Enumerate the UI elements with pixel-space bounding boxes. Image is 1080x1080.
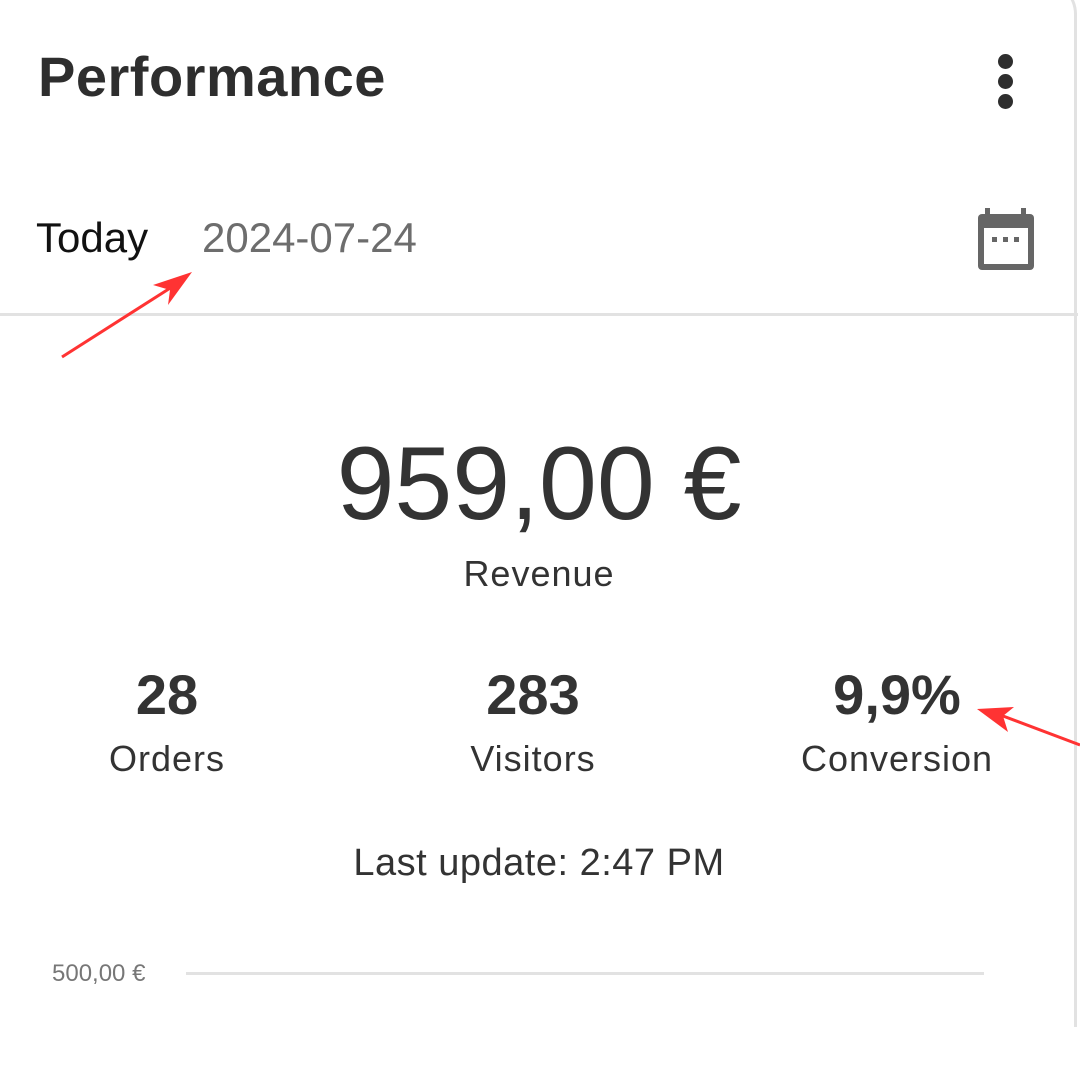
revenue-label: Revenue — [463, 553, 615, 594]
chart-gridline — [186, 972, 984, 975]
y-axis-tick: 500,00 € — [52, 960, 146, 987]
orders-value: 28 — [135, 663, 199, 726]
more-vert-icon[interactable] — [996, 54, 1016, 114]
visitors-label: Visitors — [470, 738, 596, 779]
annotation-arrow-conversion — [977, 707, 1080, 747]
orders-label: Orders — [108, 738, 226, 779]
annotation-arrow-date — [61, 272, 192, 359]
conversion-value: 9,9% — [833, 663, 961, 726]
last-update: Last update: 2:47 PM — [353, 842, 725, 884]
date-value[interactable]: 2024-07-24 — [202, 214, 417, 261]
visitors-value: 283 — [486, 663, 580, 726]
performance-card — [1074, 0, 1077, 1027]
page-title: Performance — [38, 45, 386, 108]
divider — [0, 313, 1078, 316]
conversion-label: Conversion — [800, 738, 994, 779]
revenue-value: 959,00 € — [336, 426, 742, 542]
period-label[interactable]: Today — [36, 214, 149, 261]
calendar-icon[interactable] — [976, 208, 1036, 277]
